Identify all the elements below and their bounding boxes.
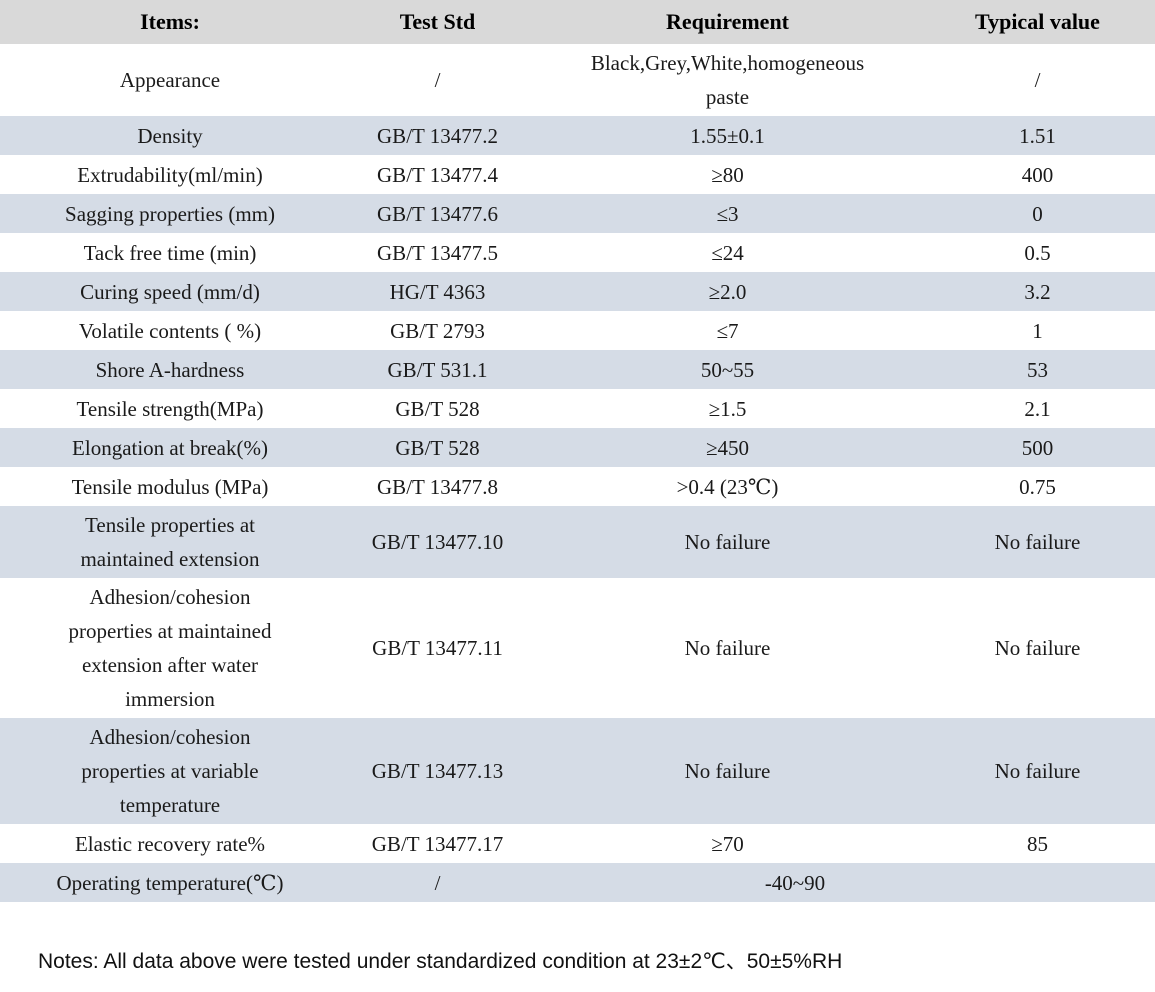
cell-test-std: GB/T 13477.6 [377, 201, 498, 226]
cell-item: Curing speed (mm/d) [80, 279, 260, 304]
cell-typical-value: 0 [1032, 201, 1043, 226]
cell-requirement: No failure [684, 636, 771, 660]
cell-requirement: ≥80 [711, 162, 744, 187]
cell-item: Tensile properties at maintained extensi… [80, 513, 260, 571]
cell-typical-value: 1 [1032, 318, 1043, 343]
cell-typical-value: 3.2 [1024, 279, 1051, 304]
table-row-tensile-strength: Tensile strength(MPa) GB/T 528 ≥1.5 2.1 [0, 389, 1155, 428]
cell-typical-value: No failure [994, 759, 1081, 783]
header-row: Items: Test Std Requirement Typical valu… [0, 0, 1155, 44]
cell-requirement: >0.4 (23℃) [676, 474, 779, 499]
cell-item: Sagging properties (mm) [65, 201, 275, 226]
cell-typical-value: 500 [1021, 435, 1054, 460]
cell-item: Adhesion/cohesion properties at maintain… [68, 585, 272, 711]
cell-requirement-merged: -40~90 [764, 870, 826, 895]
cell-requirement: ≥70 [711, 831, 744, 856]
cell-test-std: GB/T 2793 [390, 318, 485, 343]
cell-requirement: ≥1.5 [708, 396, 747, 421]
cell-typical-value: 85 [1027, 831, 1048, 856]
cell-item: Tensile modulus (MPa) [71, 474, 269, 499]
cell-requirement: 50~55 [700, 357, 755, 382]
cell-test-std: GB/T 531.1 [387, 357, 488, 382]
table-row-extrudability: Extrudability(ml/min) GB/T 13477.4 ≥80 4… [0, 155, 1155, 194]
table-row-tack-free-time: Tack free time (min) GB/T 13477.5 ≤24 0.… [0, 233, 1155, 272]
cell-test-std: GB/T 13477.13 [371, 759, 504, 783]
table-row-shore-hardness: Shore A-hardness GB/T 531.1 50~55 53 [0, 350, 1155, 389]
cell-test-std: GB/T 528 [395, 435, 480, 460]
cell-typical-value: 0.5 [1024, 240, 1051, 265]
cell-requirement: ≥2.0 [708, 279, 747, 304]
col-header-typical-value: Typical value [975, 9, 1100, 34]
cell-item: Tensile strength(MPa) [76, 396, 264, 421]
cell-item: Elastic recovery rate% [74, 831, 266, 856]
cell-test-std: GB/T 528 [395, 396, 480, 421]
cell-typical-value: 53 [1027, 357, 1048, 382]
cell-item: Tack free time (min) [83, 240, 257, 265]
cell-item: Appearance [119, 68, 221, 92]
table-row-tensile-modulus: Tensile modulus (MPa) GB/T 13477.8 >0.4 … [0, 467, 1155, 506]
cell-test-std: GB/T 13477.2 [377, 123, 498, 148]
cell-test-std: / [434, 870, 441, 895]
cell-item: Adhesion/cohesion properties at variable… [81, 725, 259, 817]
cell-test-std: GB/T 13477.4 [377, 162, 498, 187]
table-row-elongation: Elongation at break(%) GB/T 528 ≥450 500 [0, 428, 1155, 467]
cell-test-std: GB/T 13477.8 [377, 474, 498, 499]
table-row-sagging-properties: Sagging properties (mm) GB/T 13477.6 ≤3 … [0, 194, 1155, 233]
notes-text: Notes: All data above were tested under … [38, 950, 843, 973]
cell-typical-value: No failure [994, 530, 1081, 554]
cell-requirement: ≤24 [711, 240, 744, 265]
cell-test-std: GB/T 13477.5 [377, 240, 498, 265]
cell-requirement: ≤7 [716, 318, 739, 343]
table-row-appearance: Appearance / Black,Grey,White,homogeneou… [0, 44, 1155, 116]
cell-test-std: GB/T 13477.11 [372, 636, 503, 660]
cell-item: Shore A-hardness [95, 357, 245, 382]
table-row-adhesion-water-immersion: Adhesion/cohesion properties at maintain… [0, 578, 1155, 718]
cell-requirement: No failure [684, 530, 771, 554]
table-row-volatile-contents: Volatile contents ( %) GB/T 2793 ≤7 1 [0, 311, 1155, 350]
cell-test-std: / [434, 68, 441, 92]
col-header-requirement: Requirement [665, 9, 790, 34]
cell-test-std: GB/T 13477.17 [371, 831, 504, 856]
cell-requirement: ≤3 [716, 201, 739, 226]
cell-test-std: HG/T 4363 [389, 279, 486, 304]
table-row-operating-temperature: Operating temperature(℃) / -40~90 [0, 863, 1155, 902]
cell-item: Volatile contents ( %) [78, 318, 262, 343]
cell-typical-value: No failure [994, 636, 1081, 660]
col-header-test-std: Test Std [399, 9, 476, 34]
cell-typical-value: 2.1 [1024, 396, 1051, 421]
table-row-curing-speed: Curing speed (mm/d) HG/T 4363 ≥2.0 3.2 [0, 272, 1155, 311]
cell-requirement: ≥450 [705, 435, 750, 460]
cell-requirement: No failure [684, 759, 771, 783]
table-row-tensile-properties-maintained-extension: Tensile properties at maintained extensi… [0, 506, 1155, 578]
cell-requirement: 1.55±0.1 [690, 123, 765, 148]
cell-item: Operating temperature(℃) [56, 870, 284, 895]
table-row-density: Density GB/T 13477.2 1.55±0.1 1.51 [0, 116, 1155, 155]
cell-item: Elongation at break(%) [72, 435, 268, 460]
cell-item: Extrudability(ml/min) [77, 162, 263, 187]
cell-test-std: GB/T 13477.10 [371, 530, 504, 554]
cell-typical-value: / [1034, 68, 1041, 92]
table-row-adhesion-variable-temperature: Adhesion/cohesion properties at variable… [0, 718, 1155, 824]
cell-item: Density [137, 123, 203, 148]
cell-requirement: Black,Grey,White,homogeneous paste [590, 51, 865, 109]
cell-typical-value: 0.75 [1019, 474, 1056, 499]
spec-table: Items: Test Std Requirement Typical valu… [0, 0, 1155, 902]
col-header-items: Items: [140, 9, 200, 34]
table-row-elastic-recovery: Elastic recovery rate% GB/T 13477.17 ≥70… [0, 824, 1155, 863]
cell-typical-value: 400 [1021, 162, 1054, 187]
cell-typical-value: 1.51 [1019, 123, 1056, 148]
